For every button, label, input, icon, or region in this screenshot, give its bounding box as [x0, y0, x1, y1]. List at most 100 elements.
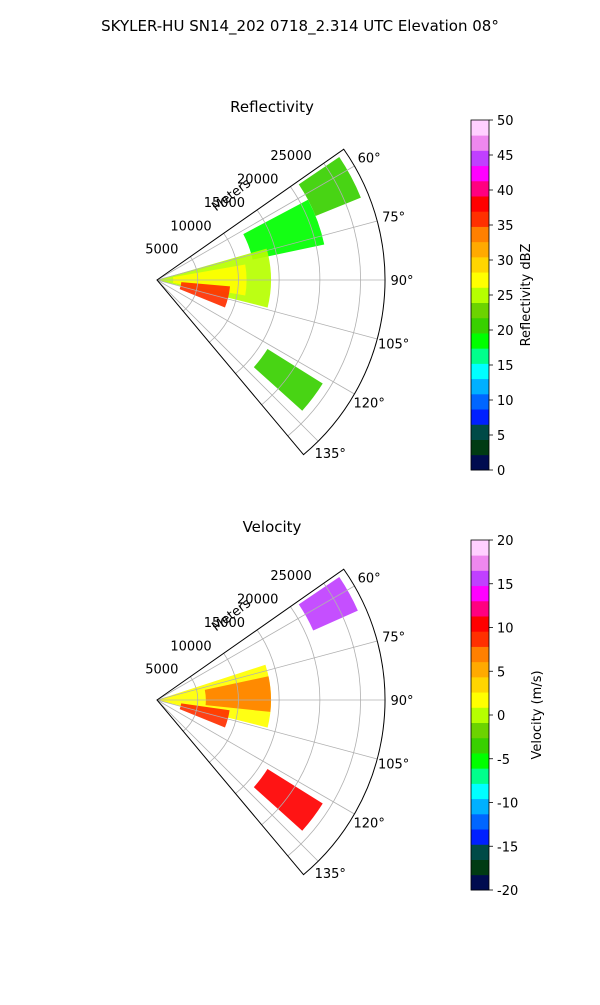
reflectivity-colorbar-label: Reflectivity dBZ [519, 244, 534, 347]
reflectivity-colorbar-segment [471, 180, 489, 197]
reflectivity-colorbar-segment [471, 409, 489, 425]
reflectivity-colorbar-segment [471, 424, 489, 440]
velocity-colorbar-segment [471, 844, 489, 860]
velocity-colorbar-segment [471, 616, 489, 632]
velocity-colorbar: -20 -15 -10 -5 0 5 10 15 20 [470, 534, 518, 899]
reflectivity-colorbar-segment [471, 135, 489, 151]
reflectivity-angle-gridline [156, 279, 378, 340]
velocity-range-tick-label: 15000 [204, 616, 245, 631]
velocity-colorbar-segment [471, 768, 489, 784]
velocity-colorbar-tick-label: 10 [497, 622, 514, 637]
velocity-panel: Velocity 60° 75° 90° 105° 120° 135° 5000 10000 1… [145, 518, 545, 899]
reflectivity-range-tick-label: 10000 [170, 219, 211, 234]
reflectivity-echo-region [243, 199, 325, 260]
reflectivity-colorbar-segment [471, 317, 489, 334]
reflectivity-colorbar-segment [471, 287, 489, 304]
reflectivity-colorbar-segment [471, 348, 489, 364]
velocity-angle-gridline [156, 640, 378, 701]
velocity-colorbar-segment [471, 676, 489, 693]
velocity-colorbar-segment [471, 540, 489, 556]
velocity-colorbar-segment [471, 798, 489, 815]
velocity-colorbar-segment [471, 631, 489, 647]
velocity-colorbar-segment [471, 783, 489, 800]
reflectivity-colorbar-segment [471, 363, 489, 380]
reflectivity-colorbar-tick-label: 0 [497, 464, 505, 479]
reflectivity-colorbar-tick-label: 10 [497, 394, 514, 409]
reflectivity-colorbar-tick-label: 50 [497, 114, 514, 129]
reflectivity-echo-region [253, 349, 323, 411]
reflectivity-colorbar-segment [471, 393, 489, 410]
reflectivity-echo-region [298, 157, 361, 216]
reflectivity-colorbar-tick-label: 45 [497, 149, 514, 164]
reflectivity-sector: 60° 75° 90° 105° 120° 135° 5000 10000 15000 20000… [145, 148, 414, 462]
reflectivity-range-tick-label: 5000 [145, 243, 178, 258]
velocity-title: Velocity [243, 518, 302, 536]
velocity-angle-tick-label: 90° [390, 694, 413, 709]
velocity-colorbar-label: Velocity (m/s) [530, 670, 545, 759]
reflectivity-colorbar-tick-label: 30 [497, 254, 514, 269]
velocity-echo-region [298, 577, 358, 631]
reflectivity-colorbar-segment [471, 439, 489, 456]
velocity-colorbar-segment [471, 707, 489, 724]
reflectivity-echo-region [179, 282, 231, 308]
velocity-angle-gridline [156, 699, 355, 815]
velocity-range-tick-label: 10000 [170, 639, 211, 654]
reflectivity-colorbar-tick-label: 35 [497, 219, 514, 234]
figure-title: SKYLER-HU SN14_202 0718_2.314 UTC Elevat… [101, 17, 499, 36]
reflectivity-colorbar-tick-label: 15 [497, 359, 514, 374]
velocity-range-ring [287, 583, 361, 857]
velocity-colorbar-segment [471, 555, 489, 571]
reflectivity-colorbar-tick-label: 40 [497, 184, 514, 199]
reflectivity-colorbar-segment [471, 196, 489, 212]
reflectivity-range-ring [182, 256, 199, 312]
reflectivity-angle-tick-label: 120° [354, 397, 385, 412]
velocity-colorbar-segment [471, 692, 489, 708]
reflectivity-angle-gridline [156, 220, 378, 281]
velocity-colorbar-segment [471, 737, 489, 754]
velocity-angle-gridline [156, 699, 319, 862]
reflectivity-angle-tick-label: 90° [390, 274, 413, 289]
reflectivity-colorbar-segment [471, 241, 489, 258]
velocity-range-tick-label: 25000 [270, 569, 311, 584]
reflectivity-colorbar-segment [471, 256, 489, 273]
velocity-echo-region [204, 676, 271, 712]
velocity-angle-tick-label: 105° [378, 757, 409, 772]
velocity-colorbar-segment [471, 859, 489, 876]
velocity-range-ring [182, 676, 199, 732]
velocity-angle-gridline [156, 699, 378, 760]
velocity-colorbar-tick-label: -5 [497, 753, 510, 768]
reflectivity-colorbar: 0 5 10 15 20 25 30 35 40 45 50 [470, 114, 514, 479]
velocity-colorbar-tick-label: 15 [497, 578, 514, 593]
velocity-colorbar-segment [471, 874, 489, 891]
velocity-range-tick-label: 20000 [237, 593, 278, 608]
velocity-range-ring [209, 653, 239, 763]
reflectivity-range-tick-label: 15000 [204, 196, 245, 211]
velocity-range-ring [235, 629, 280, 794]
velocity-angle-gridline [156, 585, 355, 701]
reflectivity-range-tick-label: 25000 [270, 149, 311, 164]
velocity-angle-tick-label: 120° [354, 817, 385, 832]
velocity-colorbar-segment [471, 753, 489, 769]
reflectivity-colorbar-segment [471, 302, 489, 319]
reflectivity-colorbar-segment [471, 226, 489, 243]
velocity-colorbar-tick-label: -10 [497, 797, 518, 812]
reflectivity-colorbar-segment [471, 165, 489, 182]
reflectivity-title: Reflectivity [230, 98, 314, 116]
reflectivity-range-ring [287, 163, 361, 437]
velocity-colorbar-segment [471, 813, 489, 830]
reflectivity-angle-tick-label: 135° [315, 447, 346, 462]
velocity-colorbar-tick-label: 5 [497, 665, 505, 680]
velocity-colorbar-segment [471, 585, 489, 602]
velocity-range-tick-label: 5000 [145, 663, 178, 678]
reflectivity-angle-gridline [156, 279, 319, 442]
velocity-colorbar-tick-label: 0 [497, 709, 505, 724]
reflectivity-panel: Reflectivity 60° 75° 90° 105° 120° 135° 5000 10… [145, 98, 534, 479]
reflectivity-colorbar-segment [471, 272, 489, 288]
velocity-colorbar-tick-label: -15 [497, 840, 518, 855]
reflectivity-range-tick-label: 20000 [237, 173, 278, 188]
reflectivity-colorbar-tick-label: 5 [497, 429, 505, 444]
velocity-sector: 60° 75° 90° 105° 120° 135° 5000 10000 15000 20000… [145, 568, 414, 882]
velocity-angle-tick-label: 75° [382, 631, 405, 646]
reflectivity-angle-gridline [156, 279, 355, 395]
